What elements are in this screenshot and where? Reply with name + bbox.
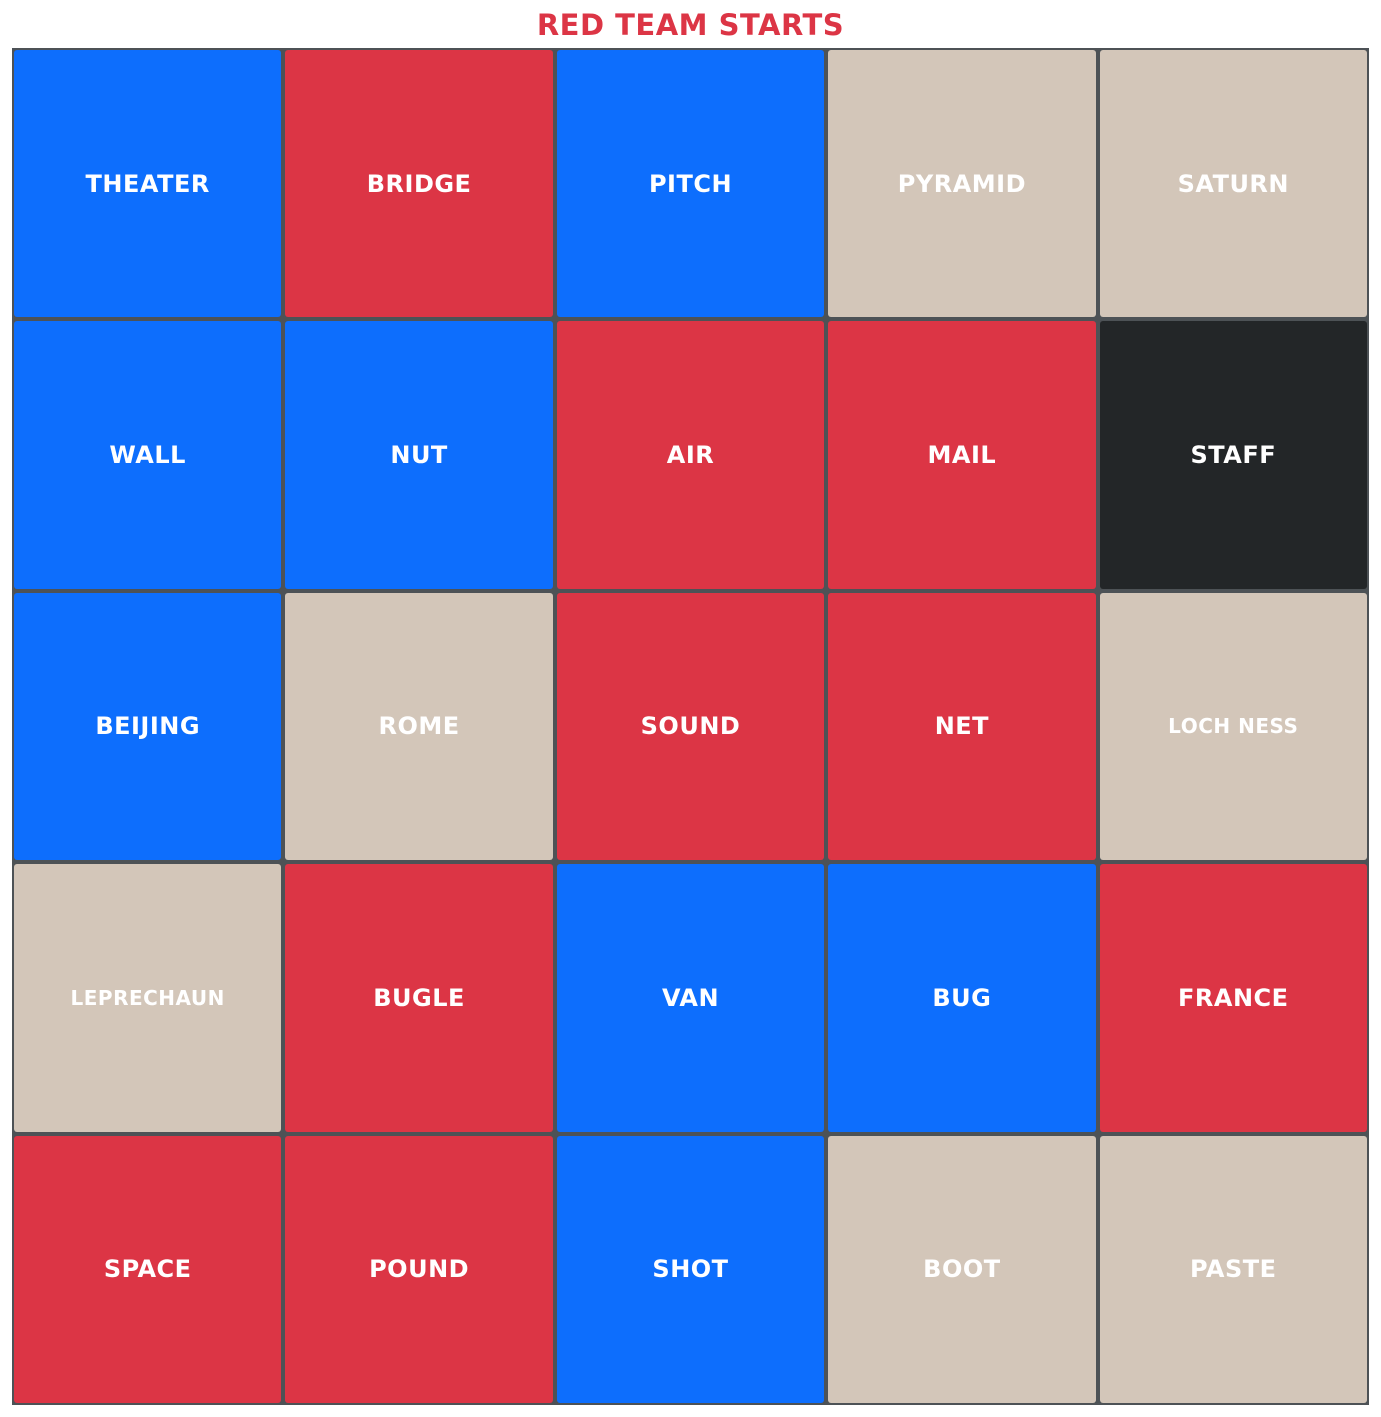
card-word: PYRAMID [897, 169, 1027, 198]
card-word: SOUND [640, 712, 741, 741]
card-van[interactable]: VAN [556, 864, 825, 1132]
card-space[interactable]: SPACE [14, 1135, 282, 1403]
card-word: LEPRECHAUN [70, 985, 225, 1010]
card-word: VAN [661, 983, 720, 1012]
card-pound[interactable]: POUND [285, 1135, 553, 1403]
card-france[interactable]: FRANCE [1099, 864, 1367, 1132]
card-word: POUND [369, 1255, 470, 1284]
card-nut[interactable]: NUT [285, 321, 553, 589]
card-saturn[interactable]: SATURN [1099, 50, 1367, 318]
card-word: BEIJING [95, 712, 201, 741]
card-word: LOCH NESS [1168, 714, 1299, 739]
card-word: PITCH [648, 169, 733, 198]
starting-team-title: RED TEAM STARTS [536, 8, 845, 42]
card-air[interactable]: AIR [556, 321, 825, 589]
card-bug[interactable]: BUG [828, 864, 1096, 1132]
card-mail[interactable]: MAIL [828, 321, 1096, 589]
card-word: BRIDGE [366, 169, 472, 198]
card-word: SHOT [652, 1255, 729, 1284]
card-loch-ness[interactable]: LOCH NESS [1099, 592, 1367, 861]
card-bridge[interactable]: BRIDGE [285, 50, 553, 318]
card-boot[interactable]: BOOT [828, 1135, 1096, 1403]
card-word: MAIL [927, 441, 997, 470]
card-word: WALL [109, 441, 186, 470]
card-beijing[interactable]: BEIJING [14, 592, 282, 861]
card-paste[interactable]: PASTE [1099, 1135, 1367, 1403]
card-leprechaun[interactable]: LEPRECHAUN [14, 864, 282, 1132]
card-theater[interactable]: THEATER [14, 50, 282, 318]
card-wall[interactable]: WALL [14, 321, 282, 589]
card-net[interactable]: NET [828, 592, 1096, 861]
card-shot[interactable]: SHOT [556, 1135, 825, 1403]
card-word: SPACE [103, 1255, 192, 1284]
card-word: BUG [932, 983, 992, 1012]
card-word: BUGLE [373, 983, 465, 1012]
card-word: STAFF [1190, 441, 1277, 470]
card-rome[interactable]: ROME [285, 592, 553, 861]
card-word: NET [934, 712, 990, 741]
card-word: SATURN [1177, 169, 1289, 198]
card-pitch[interactable]: PITCH [556, 50, 825, 318]
card-word: AIR [666, 441, 715, 470]
card-sound[interactable]: SOUND [556, 592, 825, 861]
card-word: NUT [390, 441, 448, 470]
card-bugle[interactable]: BUGLE [285, 864, 553, 1132]
card-word: ROME [378, 712, 460, 741]
card-word: BOOT [923, 1255, 1001, 1284]
card-pyramid[interactable]: PYRAMID [828, 50, 1096, 318]
card-word: THEATER [85, 169, 210, 198]
card-word: PASTE [1190, 1255, 1277, 1284]
card-word: FRANCE [1178, 983, 1289, 1012]
codenames-board: THEATER BRIDGE PITCH PYRAMID SATURN WALL NUT AI… [12, 48, 1369, 1405]
card-staff[interactable]: STAFF [1099, 321, 1367, 589]
